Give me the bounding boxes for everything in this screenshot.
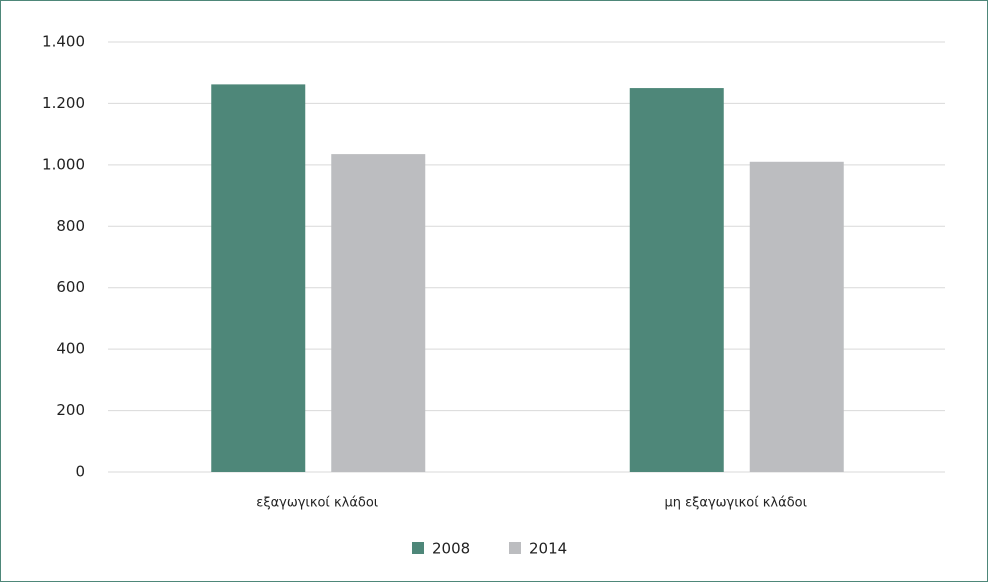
y-tick-label: 600 — [56, 278, 85, 296]
bar — [749, 161, 844, 473]
y-tick-label: 0 — [75, 463, 85, 481]
bar — [211, 84, 306, 472]
y-tick-label: 1.400 — [42, 33, 85, 51]
y-tick-label: 200 — [56, 401, 85, 419]
x-tick-label: μη εξαγωγικοί κλάδοι — [664, 496, 807, 511]
legend-swatch — [509, 542, 521, 554]
bar — [331, 154, 426, 472]
legend-label: 2014 — [529, 540, 567, 558]
y-tick-label: 800 — [56, 217, 85, 235]
legend-swatch — [412, 542, 424, 554]
y-tick-label: 1.000 — [42, 155, 85, 173]
y-tick-label: 1.200 — [42, 94, 85, 112]
x-tick-label: εξαγωγικοί κλάδοι — [256, 496, 378, 511]
bar — [629, 88, 724, 473]
y-tick-label: 400 — [56, 340, 85, 358]
legend-label: 2008 — [432, 540, 470, 558]
